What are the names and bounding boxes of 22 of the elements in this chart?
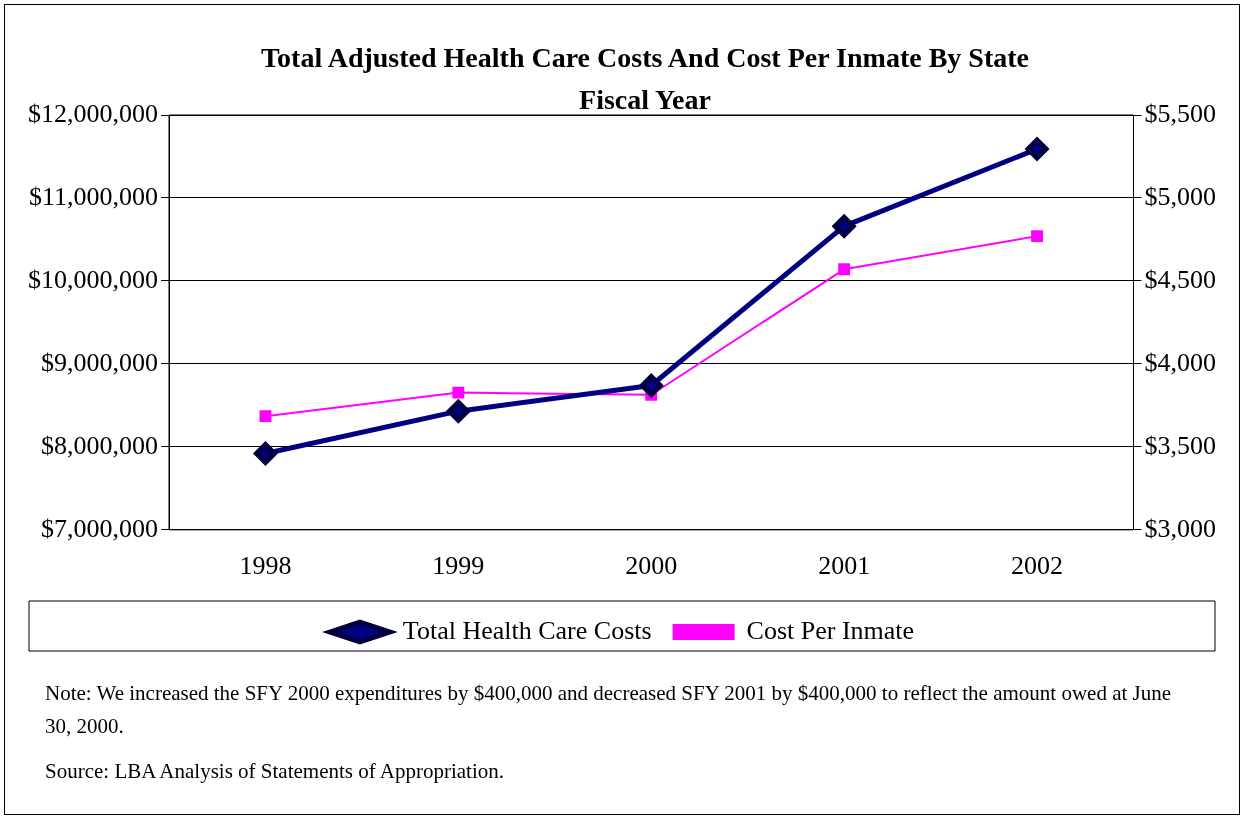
x-tick-label: 2002 xyxy=(1011,551,1064,581)
x-tick-label: 2000 xyxy=(625,551,678,581)
y2-tick-label: $5,000 xyxy=(1144,181,1216,211)
source-note: Source: LBA Analysis of Statements of Appropriation. xyxy=(45,758,506,785)
x-tick-label: 1999 xyxy=(432,551,485,581)
legend-label: Cost Per Inmate xyxy=(746,615,915,645)
y2-tick-label: $5,500 xyxy=(1144,98,1216,128)
x-tick-label: 1998 xyxy=(239,551,292,581)
y2-tick-label: $4,500 xyxy=(1144,264,1216,294)
y-tick-label: $9,000,000 xyxy=(41,347,158,377)
y2-tick-label: $4,000 xyxy=(1144,347,1216,377)
y2-tick-label: $3,500 xyxy=(1144,430,1216,460)
chart-title: Total Adjusted Health Care Costs And Cost Per Inmate By State Fiscal Year xyxy=(260,41,1030,117)
text: Note: We increased the SFY 2000 expenditures by $400,000 and decreased SFY 2001 by $400,000 to reflect the amount owed at June 30, 2000. xyxy=(45,680,1173,740)
y2-tick-label: $3,000 xyxy=(1144,513,1216,543)
legend-label: Total Health Care Costs xyxy=(402,615,652,645)
y-tick-label: $11,000,000 xyxy=(28,181,158,211)
x-tick-label: 2001 xyxy=(818,551,871,581)
y-tick-label: $10,000,000 xyxy=(28,264,158,294)
y-tick-label: $8,000,000 xyxy=(41,430,158,460)
y-tick-label: $7,000,000 xyxy=(41,513,158,543)
y-tick-label: $12,000,000 xyxy=(28,98,158,128)
